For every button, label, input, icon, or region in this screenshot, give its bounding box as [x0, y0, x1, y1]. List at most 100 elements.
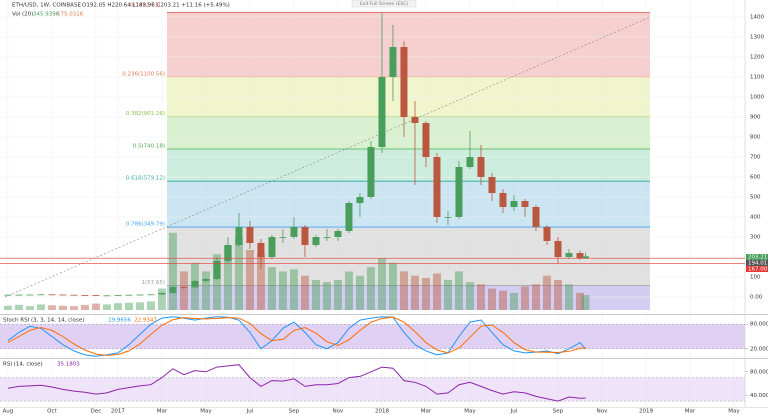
candle-body	[488, 177, 496, 193]
y-tick-label: 1000	[750, 95, 764, 101]
candle-body	[235, 227, 243, 245]
x-tick-label: May	[728, 409, 740, 415]
fib-label: 0.236(1100.56)	[122, 71, 165, 77]
pane-title: Stoch RSI (3, 3, 14, 14, close)	[3, 318, 84, 324]
candle-body	[191, 281, 199, 288]
band	[0, 377, 745, 402]
y-tick-label: 80.0000	[750, 369, 768, 375]
volume-bar	[3, 305, 12, 310]
volume-bar	[25, 306, 34, 310]
volume-bar	[322, 282, 331, 310]
candle-body	[565, 253, 573, 257]
candle-body	[356, 197, 364, 203]
volume-value: 345.939K	[33, 12, 60, 18]
fib-label: 0.5(740.18)	[133, 143, 165, 149]
trend-line	[4, 16, 651, 298]
candle-body	[114, 295, 122, 296]
volume-bar	[113, 303, 122, 310]
y-tick-label: 40.0000	[750, 393, 768, 399]
volume-bar	[498, 290, 507, 310]
x-tick-label: Sep	[289, 409, 300, 415]
candle-body	[312, 237, 320, 245]
candle-body	[59, 294, 67, 296]
volume-bar	[581, 295, 590, 310]
volume-bar	[333, 280, 342, 310]
x-tick-label: Oct	[47, 409, 57, 415]
x-tick-label: Aug	[3, 409, 14, 415]
candle-body	[103, 295, 111, 297]
volume-bar	[91, 303, 100, 310]
volume-bar	[102, 304, 111, 310]
candle-body	[15, 294, 23, 296]
volume-bar	[267, 267, 276, 310]
price-tag-bg	[746, 254, 768, 260]
fib-label: 0.382(901.26)	[126, 111, 165, 117]
x-tick-label: Nov	[597, 409, 608, 415]
candle-body	[411, 117, 419, 123]
candle-body	[444, 217, 452, 218]
volume-bar	[432, 273, 441, 310]
candle-body	[4, 294, 12, 296]
volume-bar	[388, 262, 397, 310]
volume-bar	[553, 280, 562, 310]
candle-body	[246, 227, 254, 243]
candle-body	[70, 294, 78, 296]
candle-body	[290, 227, 298, 237]
y-tick-label: 100	[750, 275, 761, 281]
volume-bar	[256, 254, 265, 310]
volume-bar	[366, 267, 375, 310]
volume-bar	[201, 271, 210, 310]
candle-body	[147, 294, 155, 296]
candle-body	[136, 294, 144, 296]
y-tick-label: 0.00	[750, 295, 763, 301]
volume-bar	[212, 254, 221, 310]
fib-band	[167, 181, 650, 228]
volume-bar	[278, 271, 287, 310]
indicator-value: 35.1803	[57, 362, 80, 368]
price-tag: 167.00	[748, 267, 768, 273]
candle-body	[543, 227, 551, 241]
volume-bar	[476, 284, 485, 310]
x-tick-label: May	[464, 409, 476, 415]
candle-body	[48, 294, 56, 296]
volume-bar	[311, 280, 320, 310]
y-tick-label: 1300	[750, 35, 764, 41]
y-tick-label: 400	[750, 215, 761, 221]
volume-bar	[36, 304, 45, 310]
volume-bar	[47, 305, 56, 310]
fib-band	[167, 285, 650, 310]
candle-body	[510, 201, 518, 207]
y-tick-label: 800	[750, 135, 761, 141]
candle-body	[26, 294, 34, 296]
candle-body	[554, 241, 562, 257]
candle-body	[257, 243, 265, 257]
y-tick-label: 80.0000	[750, 322, 768, 328]
volume-ma: 175.031K	[57, 12, 84, 18]
candle-body	[202, 279, 210, 281]
symbol-title: ETH/USD, 1W, COINBASE	[12, 3, 81, 9]
candle-body	[180, 287, 188, 288]
volume-bar	[421, 277, 430, 310]
volume-bar	[509, 292, 518, 310]
x-tick-label: 2019	[639, 409, 653, 415]
x-tick-label: May	[200, 409, 212, 415]
candle-body	[345, 203, 353, 231]
candle-body	[213, 261, 221, 279]
volume-bar	[146, 301, 155, 310]
price-tag: 194.01	[748, 261, 767, 267]
candle-body	[323, 237, 331, 238]
x-tick-label: Jul	[246, 409, 254, 415]
volume-bar	[542, 275, 551, 310]
volume-bar	[377, 258, 386, 310]
price-tag: 203.21	[748, 255, 767, 261]
volume-bar	[168, 232, 177, 310]
candle-body	[378, 77, 386, 147]
fib-band	[167, 116, 650, 149]
band	[0, 324, 745, 349]
candle-body	[125, 294, 133, 296]
candle-body	[81, 295, 89, 296]
candle-body	[532, 207, 540, 227]
volume-bar	[564, 284, 573, 310]
candle-body	[433, 157, 441, 217]
